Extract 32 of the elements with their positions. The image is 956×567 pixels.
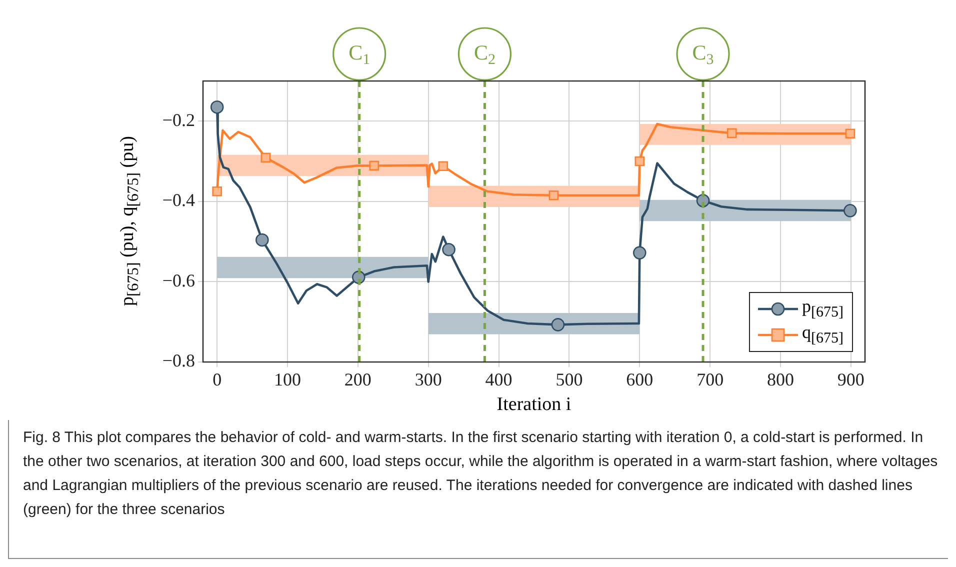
point [634, 156, 645, 166]
point [548, 190, 559, 200]
point [210, 100, 224, 114]
x-tick-label: 400 [485, 370, 512, 390]
x-tick-label: 700 [696, 370, 724, 390]
point [727, 128, 737, 138]
x-tick-label: 600 [626, 370, 654, 390]
y-tick-label: −0.6 [162, 270, 195, 290]
legend-label: q$_{[675]}$ [802, 322, 844, 348]
y-tick-label: −0.2 [162, 110, 195, 130]
x-tick-label: 800 [766, 370, 794, 390]
x-tick-label: 0 [212, 370, 222, 390]
x-axis-title: Iteration i [496, 394, 572, 416]
point [844, 204, 857, 218]
caption: Fig. 8 This plot compares the behavior of cold- and warm-starts. In the first scenario starting with iteration 0, a cold-start is performed. In the other two scenarios, at iteration 300 and 600, load steps occur, while the algorithm is operated in a warm-start fashion, where voltages and Lagrangian multipliers of the previous scenario are reused. The iterations needed for convergence are indicated with dashed lines (green) for the three scenarios [8, 420, 948, 559]
point [442, 242, 456, 256]
point [212, 186, 222, 196]
point [845, 128, 856, 138]
point [632, 246, 646, 260]
legend-label: p$_{[675]}$ [802, 296, 844, 322]
point [256, 233, 269, 247]
point [260, 152, 271, 163]
point [369, 160, 380, 171]
y-tick-label: −0.8 [162, 350, 195, 371]
x-tick-label: 300 [414, 370, 442, 390]
x-tick-label: 100 [274, 370, 302, 390]
x-tick-label: 500 [556, 370, 583, 390]
x-tick-label: 200 [344, 370, 372, 390]
y-tick-label: −0.4 [162, 190, 195, 210]
x-tick-label: 900 [837, 370, 864, 390]
point [438, 161, 448, 171]
point [551, 318, 565, 332]
